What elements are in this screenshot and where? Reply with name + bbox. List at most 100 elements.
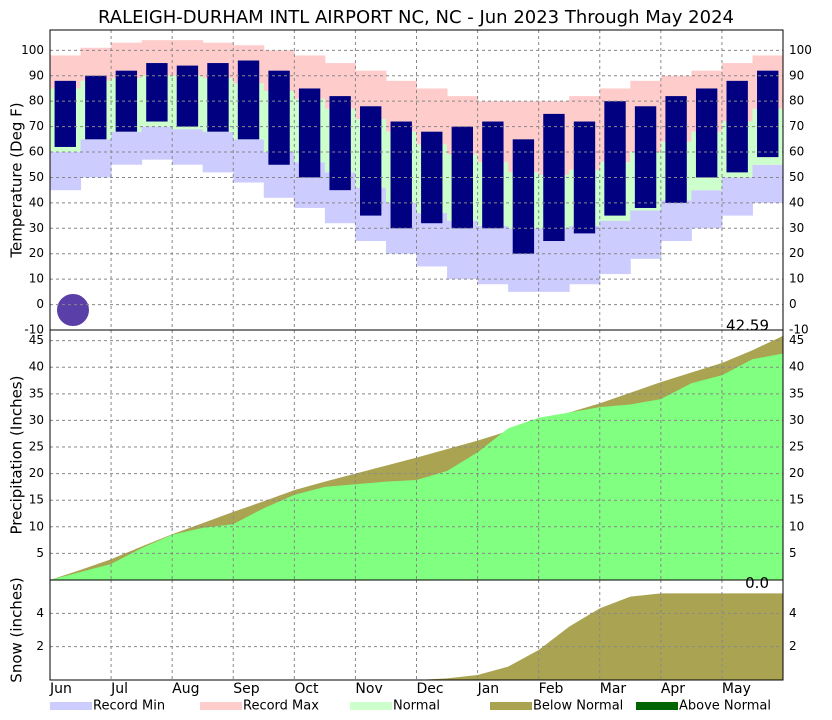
- legend-label: Below Normal: [533, 699, 623, 714]
- y-tick-label: 5: [789, 546, 797, 560]
- y-tick-label: 40: [29, 195, 44, 209]
- y-tick-label: 100: [21, 43, 44, 57]
- y-tick-label: 20: [29, 466, 44, 480]
- y-tick-label: 90: [29, 68, 44, 82]
- x-tick-label: Nov: [355, 681, 382, 697]
- y-tick-label: 50: [29, 170, 44, 184]
- temp-band: [660, 200, 692, 242]
- y-tick-label: 60: [789, 145, 804, 159]
- y-tick-label: 5: [36, 546, 44, 560]
- y-tick-label: 30: [789, 413, 804, 427]
- x-tick-label: Mar: [600, 681, 627, 697]
- y-axis-label: Temperature (Deg F): [8, 102, 26, 258]
- y-tick-label: 80: [789, 94, 804, 108]
- y-tick-label: 25: [789, 440, 804, 454]
- y-tick-label: 70: [789, 119, 804, 133]
- observed-temp: [512, 139, 535, 254]
- x-tick-label: Jul: [110, 681, 128, 697]
- observed-temp: [634, 106, 657, 208]
- y-tick-label: 20: [789, 466, 804, 480]
- y-tick-label: 15: [789, 493, 804, 507]
- x-tick-label: Jun: [49, 681, 72, 697]
- y-tick-label: 90: [789, 68, 804, 82]
- legend-swatch: [350, 702, 392, 710]
- end-label: 42.59: [726, 316, 769, 334]
- temp-band: [111, 131, 143, 165]
- y-axis-label: Precipitation (Inches): [8, 376, 26, 535]
- y-tick-label: 4: [789, 606, 797, 620]
- y-tick-label: 10: [789, 519, 804, 533]
- legend-swatch: [50, 702, 92, 710]
- temp-band: [80, 139, 112, 178]
- y-tick-label: 40: [789, 195, 804, 209]
- y-tick-label: 10: [29, 272, 44, 286]
- x-tick-label: Dec: [417, 681, 444, 697]
- observed-temp: [359, 106, 382, 216]
- legend-swatch: [636, 702, 678, 710]
- y-tick-label: 2: [36, 639, 44, 653]
- y-tick-label: 30: [29, 221, 44, 235]
- x-tick-label: Apr: [661, 681, 685, 697]
- observed-temp: [726, 80, 748, 173]
- y-tick-label: 45: [29, 333, 44, 347]
- legend-label: Record Min: [93, 699, 165, 714]
- observed-temp: [421, 131, 443, 224]
- observed-temp: [604, 101, 626, 216]
- observed-temp: [451, 126, 474, 229]
- y-tick-label: 15: [29, 493, 44, 507]
- y-tick-label: 0: [36, 297, 44, 311]
- y-tick-label: 50: [789, 170, 804, 184]
- y-tick-label: 80: [29, 94, 44, 108]
- y-tick-label: 70: [29, 119, 44, 133]
- observed-temp: [176, 65, 199, 127]
- y-tick-label: 4: [36, 606, 44, 620]
- temp-band: [630, 210, 662, 259]
- observed-temp: [543, 113, 565, 242]
- y-tick-label: 2: [789, 639, 797, 653]
- y-tick-label: 25: [29, 440, 44, 454]
- y-tick-label: 30: [29, 413, 44, 427]
- temp-band: [172, 129, 204, 165]
- y-tick-label: 40: [789, 360, 804, 374]
- observed-temp: [207, 63, 229, 132]
- temp-band: [691, 190, 723, 229]
- temp-band: [569, 225, 601, 285]
- observed-temp: [298, 88, 321, 178]
- y-tick-label: 20: [29, 246, 44, 260]
- x-tick-label: Sep: [233, 681, 260, 697]
- y-tick-label: -10: [789, 323, 809, 337]
- observed-temp: [146, 63, 168, 122]
- observed-temp: [757, 70, 779, 158]
- temp-band: [599, 220, 631, 275]
- observed-temp: [85, 75, 107, 140]
- temp-band: [477, 225, 509, 285]
- noaa-logo: [55, 292, 91, 328]
- y-tick-label: 45: [789, 333, 804, 347]
- y-tick-label: 40: [29, 360, 44, 374]
- legend-label: Record Max: [243, 699, 319, 714]
- y-axis-label: Snow (inches): [8, 577, 26, 682]
- observed-temp: [268, 70, 290, 165]
- temp-band: [752, 164, 784, 203]
- x-tick-label: Aug: [172, 681, 199, 697]
- legend-label: Normal: [393, 699, 440, 714]
- temp-band: [141, 126, 173, 160]
- x-tick-label: Jan: [477, 681, 500, 697]
- observed-temp: [695, 88, 718, 178]
- x-tick-label: May: [722, 681, 751, 697]
- y-tick-label: 35: [29, 386, 44, 400]
- y-tick-label: 10: [29, 519, 44, 533]
- y-tick-label: 30: [789, 221, 804, 235]
- y-tick-label: 35: [789, 386, 804, 400]
- legend-label: Above Normal: [679, 699, 771, 714]
- observed-temp: [482, 121, 504, 229]
- y-tick-label: -10: [24, 323, 44, 337]
- y-tick-label: 10: [789, 272, 804, 286]
- observed-temp: [390, 121, 412, 229]
- temp-band: [447, 220, 479, 280]
- y-tick-label: 0: [789, 297, 797, 311]
- y-tick-label: 60: [29, 145, 44, 159]
- observed-temp: [237, 60, 260, 140]
- panel-frame: [49, 579, 784, 681]
